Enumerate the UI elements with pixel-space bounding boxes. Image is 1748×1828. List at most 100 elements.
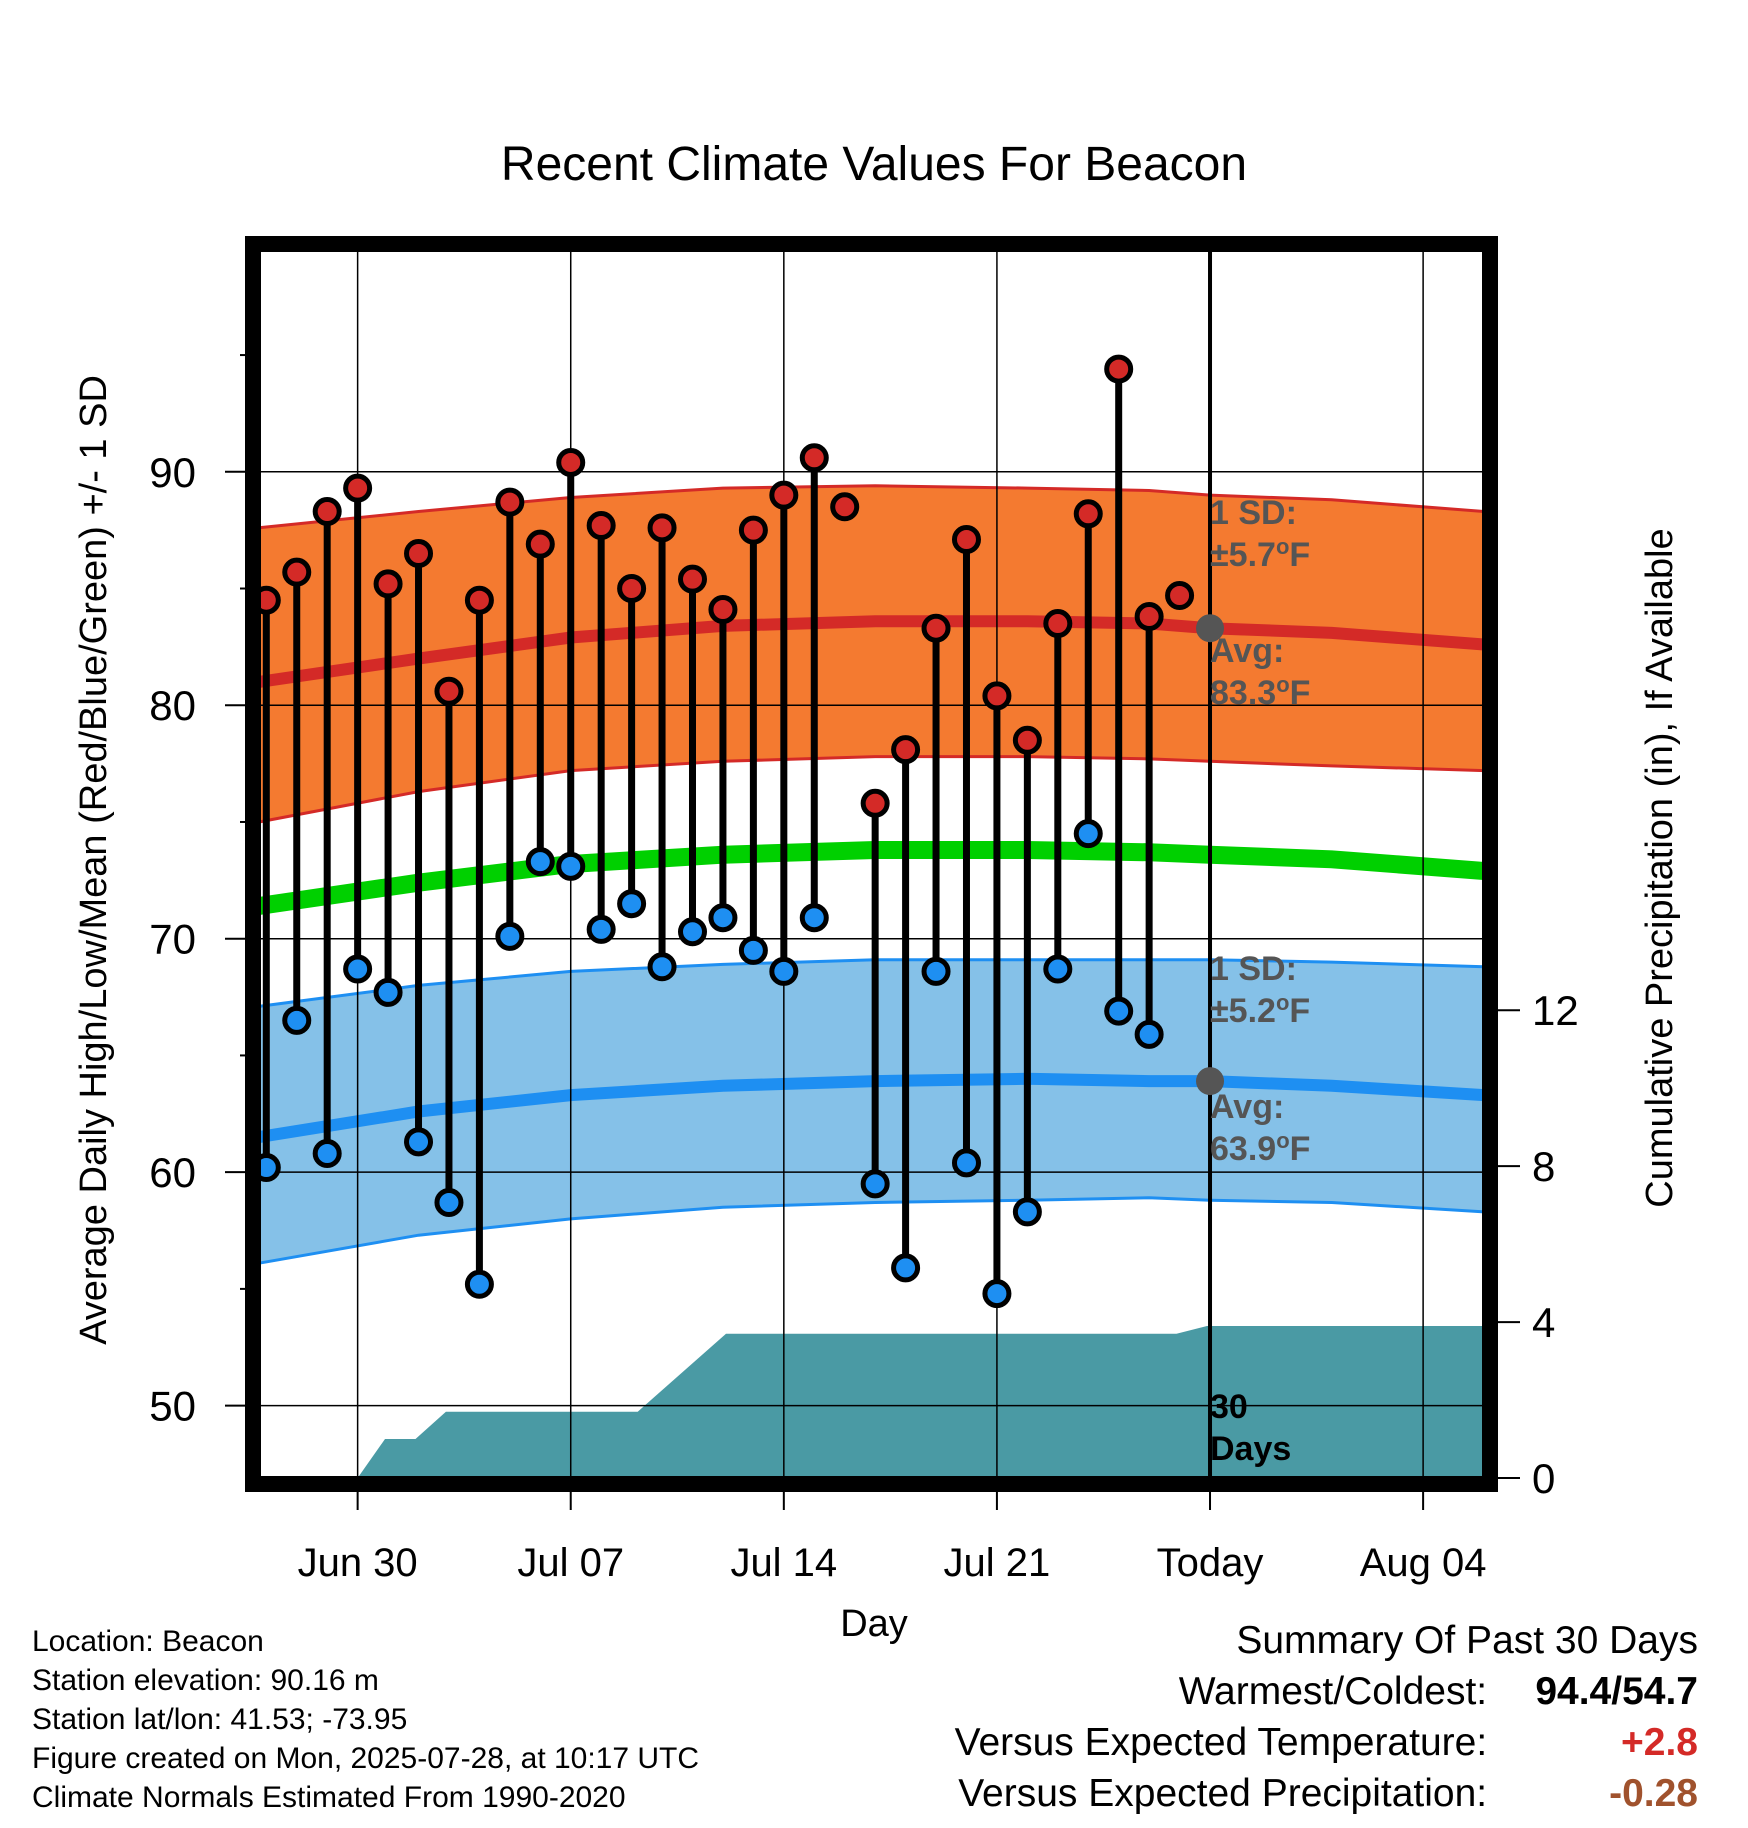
daily-high-point: [1043, 609, 1073, 639]
today-avg-high-marker: [1196, 614, 1225, 643]
chart-title: Recent Climate Values For Beacon: [501, 138, 1247, 191]
y2-tick-label: 4: [1532, 1299, 1555, 1346]
y-tick-label: 80: [149, 682, 196, 729]
y2-tick-label: 0: [1532, 1455, 1555, 1502]
daily-high-point: [708, 595, 738, 625]
daily-low-point: [982, 1279, 1012, 1309]
daily-low-point: [1043, 954, 1073, 984]
daily-low-point: [464, 1269, 494, 1299]
daily-high-point: [830, 492, 860, 522]
daily-low-point: [1104, 996, 1134, 1026]
high-sd-value: ±5.7oF: [1210, 534, 1310, 575]
summary-panel: Summary Of Past 30 Days Warmest/Coldest:…: [955, 1615, 1698, 1819]
avg-low-line: [258, 1072, 1485, 1144]
daily-low-point: [495, 921, 525, 951]
daily-low-point: [373, 977, 403, 1007]
daily-low-point: [525, 847, 555, 877]
daily-high-point: [495, 487, 525, 517]
daily-low-point: [586, 914, 616, 944]
daily-high-point: [677, 564, 707, 594]
daily-low-point: [617, 889, 647, 919]
temp-value: +2.8: [1621, 1721, 1698, 1764]
station-info: Location: Beacon Station elevation: 90.1…: [32, 1622, 699, 1817]
daily-high-point: [1134, 602, 1164, 632]
daily-high-point: [921, 613, 951, 643]
high-avg-label: Avg:: [1210, 632, 1284, 670]
info-elevation: Station elevation: 90.16 m: [32, 1664, 379, 1697]
low-avg-label: Avg:: [1210, 1088, 1284, 1126]
daily-high-point: [617, 574, 647, 604]
daily-high-point: [860, 788, 890, 818]
daily-high-point: [586, 510, 616, 540]
window-days-number: 30: [1210, 1388, 1248, 1426]
today-avg-low-marker: [1196, 1067, 1225, 1096]
daily-high-point: [769, 480, 799, 510]
precip-label: Versus Expected Precipitation:: [958, 1772, 1488, 1815]
daily-high-point: [282, 557, 312, 587]
y-tick-label: 70: [149, 916, 196, 963]
high-avg-value: 83.3oF: [1210, 672, 1310, 713]
daily-high-point: [343, 473, 373, 503]
daily-high-point: [799, 443, 829, 473]
warm-cold-value: 94.4/54.7: [1535, 1670, 1698, 1713]
low-sd-value: ±5.2oF: [1210, 990, 1310, 1031]
y2-tick-label: 8: [1532, 1143, 1555, 1190]
x-tick-label: Jul 07: [517, 1541, 624, 1585]
daily-high-point: [1073, 499, 1103, 529]
daily-high-point: [525, 529, 555, 559]
daily-low-point: [404, 1127, 434, 1157]
daily-low-point: [434, 1188, 464, 1218]
high-sd-label: 1 SD:: [1210, 494, 1297, 532]
high-sd-upper-line: [258, 484, 1485, 530]
x-tick-label: Jul 14: [730, 1541, 837, 1585]
daily-low-point: [769, 956, 799, 986]
info-created: Figure created on Mon, 2025-07-28, at 10…: [32, 1742, 700, 1775]
daily-high-point: [373, 569, 403, 599]
daily-high-point: [891, 735, 921, 765]
daily-low-point: [282, 1005, 312, 1035]
precip-area: [259, 1326, 1484, 1478]
y-axis-label: Average Daily High/Low/Mean (Red/Blue/Gr…: [73, 375, 115, 1345]
low-sd-label: 1 SD:: [1210, 950, 1297, 988]
high-sd-band: [259, 485, 1484, 822]
plot-frame: [245, 236, 1498, 1492]
daily-low-point: [647, 952, 677, 982]
daily-low-point: [860, 1169, 890, 1199]
daily-low-point: [891, 1253, 921, 1283]
daily-high-point: [464, 585, 494, 615]
y-tick-label: 50: [149, 1383, 196, 1430]
temp-label: Versus Expected Temperature:: [954, 1721, 1488, 1764]
daily-high-point: [1012, 725, 1042, 755]
daily-low-point: [951, 1148, 981, 1178]
y-tick-label: 90: [149, 449, 196, 496]
y2-tick-label: 12: [1532, 987, 1579, 1034]
daily-high-point: [951, 524, 981, 554]
daily-high-point: [404, 538, 434, 568]
low-sd-upper-line: [258, 958, 1485, 1008]
daily-low-point: [556, 851, 586, 881]
info-normals: Climate Normals Estimated From 1990-2020: [32, 1781, 626, 1814]
daily-low-point: [738, 935, 768, 965]
daily-low-point: [1134, 1019, 1164, 1049]
daily-high-point: [738, 515, 768, 545]
avg-high-line: [258, 615, 1485, 688]
x-tick-label: Jun 30: [298, 1541, 418, 1585]
daily-low-point: [1012, 1197, 1042, 1227]
x-tick-label: Today: [1157, 1541, 1264, 1585]
daily-high-point: [647, 513, 677, 543]
low-sd-band: [259, 959, 1484, 1264]
summary-title: Summary Of Past 30 Days: [1236, 1619, 1698, 1662]
daily-high-point: [1104, 354, 1134, 384]
summary-warm-cold: Warmest/Coldest: 94.4/54.7: [955, 1666, 1698, 1717]
daily-low-point: [677, 917, 707, 947]
daily-high-point: [312, 496, 342, 526]
daily-high-point: [1165, 581, 1195, 611]
daily-high-point: [434, 676, 464, 706]
info-location: Location: Beacon: [32, 1625, 264, 1658]
precip-value: -0.28: [1609, 1772, 1698, 1815]
y-tick-label: 60: [149, 1149, 196, 1196]
x-axis-label: Day: [840, 1603, 908, 1645]
daily-low-point: [1073, 819, 1103, 849]
